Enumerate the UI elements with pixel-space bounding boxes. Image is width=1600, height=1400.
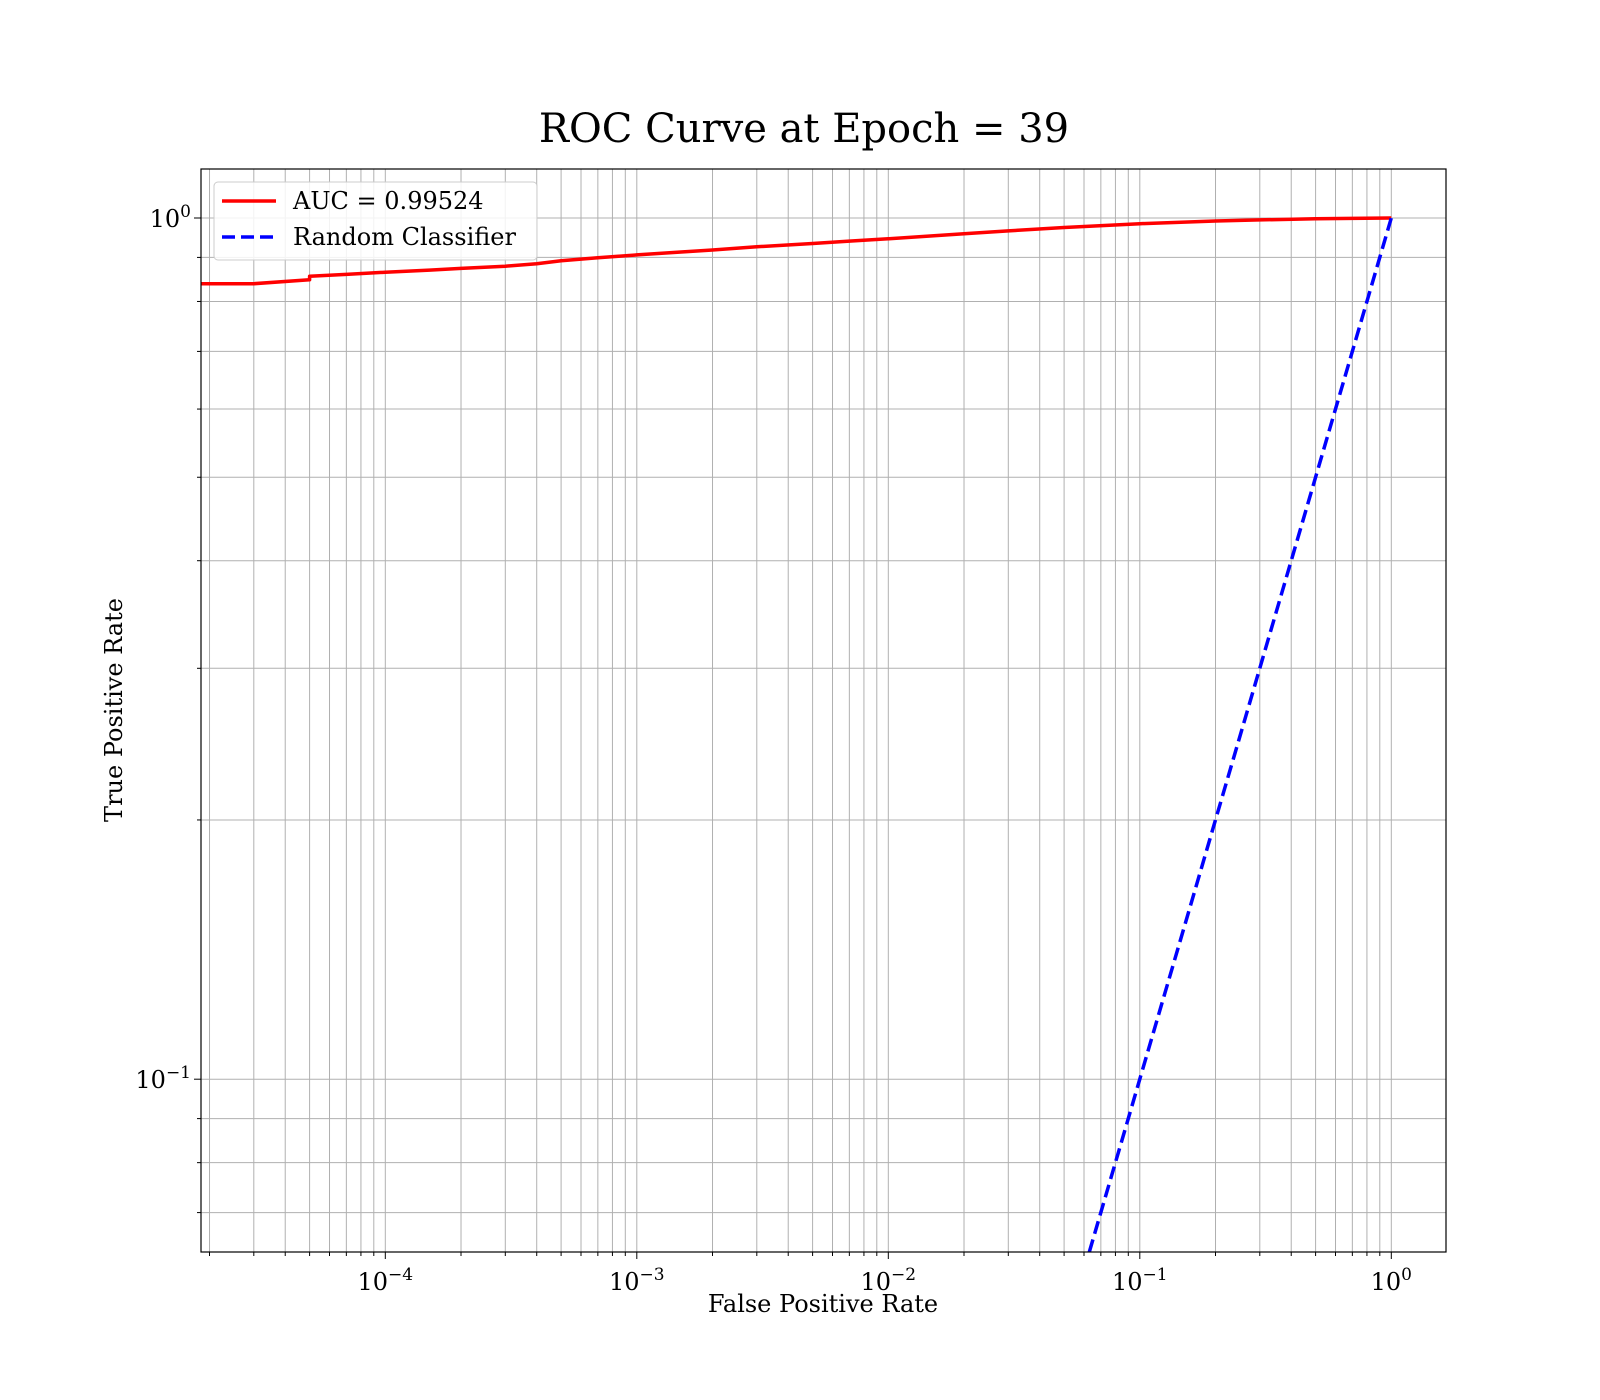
x-axis-label: False Positive Rate <box>708 1290 938 1318</box>
y-axis-label: True Positive Rate <box>100 598 128 822</box>
random-classifier-line <box>1087 217 1393 1252</box>
x-tick-label: 10−4 <box>358 1265 414 1296</box>
legend-frame <box>213 181 538 261</box>
roc-curve-line <box>201 216 1392 286</box>
legend-label-random: Random Classifier <box>293 223 516 251</box>
x-tick-label: 10−3 <box>609 1265 665 1296</box>
x-tick-label: 10−2 <box>860 1265 916 1296</box>
plot-area-frame <box>200 168 1447 1253</box>
x-tick-label: 10−1 <box>1112 1265 1168 1296</box>
x-tick-label: 100 <box>1371 1265 1412 1296</box>
series-layer <box>201 216 1393 1252</box>
chart-title: ROC Curve at Epoch = 39 <box>539 106 1069 152</box>
legend-label-auc: AUC = 0.99524 <box>292 187 484 215</box>
axis-ticks: 10−4 10−3 10−2 10−1 100 10−1 100 <box>135 202 1412 1296</box>
y-tick-label: 10−1 <box>135 1063 191 1094</box>
y-tick-label: 100 <box>150 202 191 233</box>
legend: AUC = 0.99524 Random Classifier <box>213 181 538 261</box>
